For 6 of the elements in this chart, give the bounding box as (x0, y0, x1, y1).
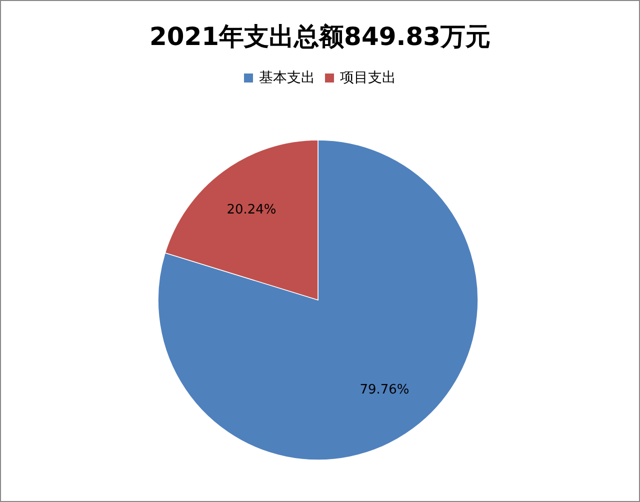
legend-label: 基本支出 (259, 70, 315, 86)
pie-slice (158, 140, 478, 460)
chart-title: 2021年支出总额849.83万元 (149, 22, 491, 51)
legend-label: 项目支出 (340, 70, 396, 86)
data-label: 20.24% (226, 202, 276, 218)
data-label: 79.76% (360, 382, 410, 398)
